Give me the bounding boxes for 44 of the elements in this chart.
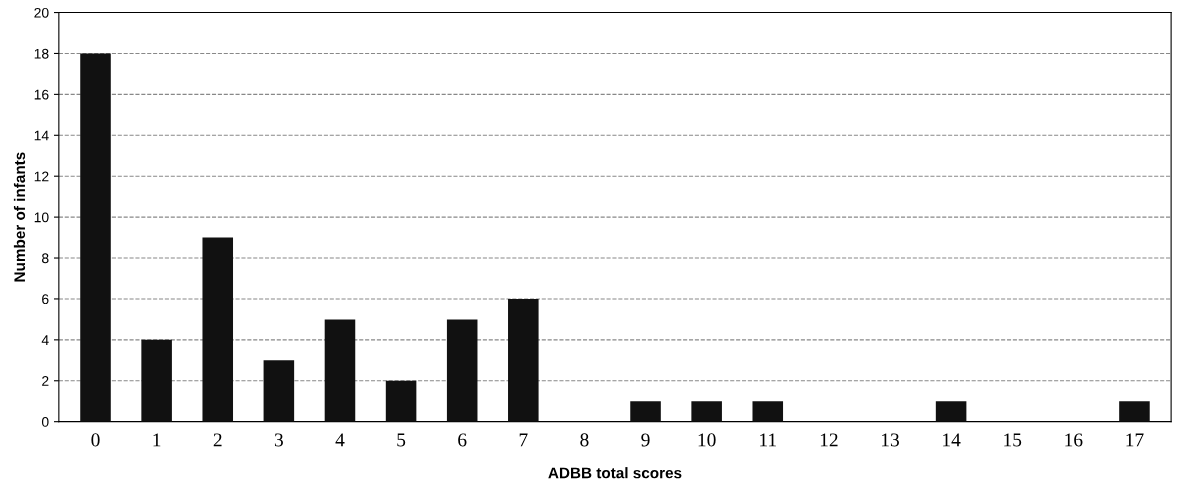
bar (752, 401, 784, 422)
x-tick-label: 7 (519, 433, 528, 447)
y-tick-label: 16 (34, 89, 49, 100)
y-tick-label: 4 (41, 335, 49, 345)
bar (630, 401, 661, 422)
bar (141, 339, 172, 422)
bar (202, 237, 234, 422)
x-tick-label: 15 (1004, 433, 1022, 447)
x-tick-label: 4 (335, 433, 345, 447)
x-tick-label: 13 (881, 433, 899, 447)
bar (691, 401, 722, 422)
bar (935, 401, 967, 422)
y-tick-label: 12 (34, 171, 49, 182)
bar (508, 298, 539, 422)
y-axis-title: Number of infants (13, 152, 26, 282)
y-tick-label: 2 (42, 376, 49, 386)
x-tick-label: 8 (580, 433, 589, 447)
x-axis-title: ADBB total scores (548, 467, 682, 479)
y-tick-label: 8 (42, 253, 49, 264)
y-tick-label: 6 (42, 294, 49, 305)
bar (263, 360, 295, 422)
x-tick-label: 2 (213, 433, 222, 447)
x-tick-label: 3 (274, 433, 283, 447)
y-tick-label: 0 (41, 417, 49, 427)
y-tick-label: 14 (34, 130, 49, 141)
x-tick-label: 14 (943, 433, 961, 447)
x-tick-label: 17 (1126, 433, 1144, 447)
x-tick-label: 6 (458, 433, 467, 447)
y-tick-label: 20 (34, 7, 49, 18)
bar (324, 319, 356, 422)
y-tick-label: 18 (34, 48, 49, 59)
bar (385, 380, 417, 422)
bar (446, 319, 478, 422)
x-tick-label: 16 (1065, 433, 1083, 447)
bar (1119, 401, 1150, 422)
y-tick-label: 10 (34, 212, 49, 223)
x-tick-label: 12 (820, 433, 838, 447)
x-tick-label: 0 (91, 433, 100, 447)
x-tick-label: 5 (397, 433, 406, 447)
bar (80, 53, 111, 422)
x-tick-label: 11 (760, 433, 776, 447)
x-tick-label: 1 (153, 433, 161, 447)
x-tick-label: 9 (641, 433, 650, 447)
x-tick-label: 10 (698, 433, 716, 447)
